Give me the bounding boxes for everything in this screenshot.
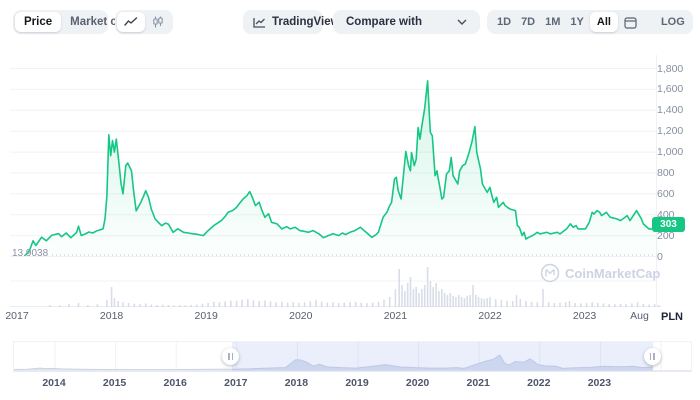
current-price-badge: 303 <box>652 217 685 233</box>
y-axis-label: 1,400 <box>657 104 684 117</box>
minimap-range-slider[interactable] <box>12 341 692 372</box>
tradingview-button[interactable]: TradingView <box>243 10 340 34</box>
minimap-year-label: 2023 <box>587 377 612 389</box>
x-axis-label: 2021 <box>383 310 408 322</box>
range-1d-button[interactable]: 1D <box>497 16 512 28</box>
range-7d-button[interactable]: 7D <box>521 16 536 28</box>
y-axis-label: 600 <box>657 187 675 200</box>
range-1m-button[interactable]: 1M <box>545 16 561 28</box>
range-all-button[interactable]: All <box>589 12 618 32</box>
x-axis-label: 2019 <box>194 310 218 322</box>
y-axis-label: 1,600 <box>657 83 684 96</box>
minimap-area-chart <box>12 342 691 376</box>
line-chart-icon <box>124 17 138 27</box>
currency-label: PLN <box>661 311 683 323</box>
y-axis-label: 200 <box>657 229 675 242</box>
minimap-year-label: 2022 <box>527 377 551 389</box>
watermark-label: CoinMarketCap <box>565 265 661 281</box>
chevron-down-icon <box>457 19 467 25</box>
y-axis-label: 1,800 <box>657 62 684 75</box>
compare-with-dropdown[interactable]: Compare with <box>333 10 480 34</box>
minimap-year-label: 2020 <box>405 377 430 389</box>
x-axis-label: 2023 <box>572 310 597 322</box>
minimap-year-label: 2015 <box>102 377 127 389</box>
compare-with-label: Compare with <box>346 16 423 28</box>
candlestick-chart-type-button[interactable] <box>145 12 171 32</box>
minimap-year-label: 2014 <box>42 377 66 389</box>
x-axis-label: 2022 <box>478 310 502 322</box>
y-axis-label: 800 <box>657 166 675 179</box>
minimap-year-label: 2021 <box>466 377 490 389</box>
minimap-year-label: 2019 <box>345 377 369 389</box>
coinmarketcap-logo-icon <box>540 263 560 283</box>
minimap-selected-range[interactable] <box>231 342 654 371</box>
candlestick-icon <box>152 16 164 28</box>
y-axis-label: 0 <box>657 250 663 263</box>
watermark: CoinMarketCap <box>540 263 660 283</box>
x-axis-label: 2018 <box>99 310 124 322</box>
x-axis-label: Aug <box>630 310 649 322</box>
minimap-year-label: 2017 <box>224 377 248 389</box>
range-selector: 1D 7D 1M 1Y All LOG <box>487 10 693 34</box>
minimap-year-label: 2018 <box>284 377 309 389</box>
chart-type-toggle <box>115 10 173 34</box>
range-handle-right[interactable] <box>643 348 661 365</box>
calendar-icon[interactable] <box>620 16 641 29</box>
y-axis-label: 1,000 <box>657 146 684 159</box>
line-chart-type-button[interactable] <box>117 12 145 32</box>
y-axis-label: 1,200 <box>657 125 684 138</box>
tradingview-icon <box>253 17 266 28</box>
range-handle-left[interactable] <box>222 348 240 365</box>
metric-toggle: Price Market cap <box>13 10 130 34</box>
min-price-label: 13.9038 <box>12 248 49 259</box>
x-axis-label: 2017 <box>5 310 29 322</box>
range-1y-button[interactable]: 1Y <box>570 16 584 28</box>
tradingview-label: TradingView <box>272 16 340 28</box>
minimap-year-label: 2016 <box>163 377 187 389</box>
price-tab[interactable]: Price <box>15 12 62 32</box>
x-axis-label: 2020 <box>289 310 313 322</box>
log-scale-button[interactable]: LOG <box>660 16 685 28</box>
